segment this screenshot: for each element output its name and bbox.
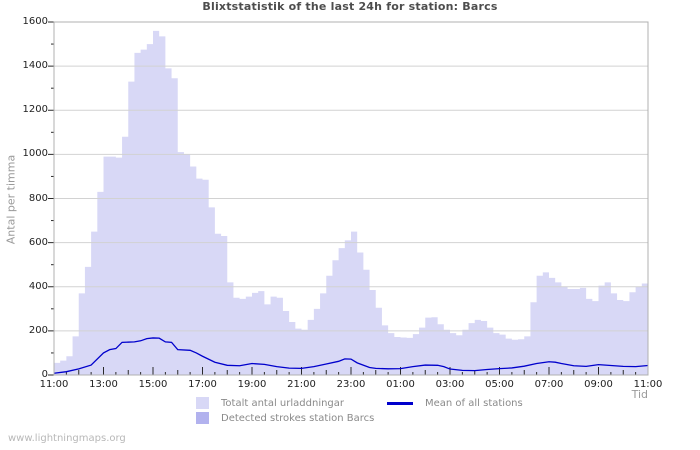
x-tick-label: 21:00 xyxy=(287,379,316,390)
station-strokes-swatch xyxy=(196,412,209,424)
x-tick-label: 09:00 xyxy=(584,379,613,390)
x-tick-label: 23:00 xyxy=(336,379,366,390)
x-tick-label: 13:00 xyxy=(89,379,118,390)
chart-legend: Totalt antal urladdningar Mean of all st… xyxy=(196,396,523,426)
x-tick-label: 05:00 xyxy=(485,379,514,390)
x-tick-label: 07:00 xyxy=(534,379,564,390)
x-tick-label: 11:00 xyxy=(39,379,69,390)
y-tick-label: 1600 xyxy=(22,16,48,27)
y-tick-label: 400 xyxy=(28,280,48,292)
x-tick-label: 03:00 xyxy=(435,379,465,390)
legend-row: Detected strokes station Barcs xyxy=(196,411,523,425)
legend-row: Totalt antal urladdningar Mean of all st… xyxy=(196,396,523,410)
chart-title: Blixtstatistik of the last 24h for stati… xyxy=(202,0,498,13)
y-tick-label: 800 xyxy=(28,192,48,204)
plot-border xyxy=(53,21,649,376)
x-tick-label: 19:00 xyxy=(237,379,267,390)
mean-line-swatch xyxy=(387,401,413,405)
x-tick-label: 15:00 xyxy=(138,379,168,390)
total-discharges-swatch xyxy=(196,397,209,409)
y-tick-label: 200 xyxy=(28,324,48,336)
y-tick-label: 1000 xyxy=(22,148,48,160)
legend-label-total: Totalt antal urladdningar xyxy=(221,397,345,409)
y-tick-label: 0 xyxy=(41,369,48,380)
mean-line xyxy=(53,337,649,374)
legend-label-mean: Mean of all stations xyxy=(425,397,523,409)
x-tick-label: 17:00 xyxy=(188,379,217,390)
x-axis-title: Tid xyxy=(631,388,648,401)
x-tick-label: 11:00 xyxy=(633,379,663,390)
y-tick-label: 1200 xyxy=(22,104,48,116)
x-tick-label: 01:00 xyxy=(386,379,415,390)
y-tick-label: 1400 xyxy=(22,60,48,72)
watermark-link[interactable]: www.lightningmaps.org xyxy=(8,433,126,444)
legend-label-station: Detected strokes station Barcs xyxy=(221,412,375,424)
area-series xyxy=(54,30,648,375)
y-tick-label: 600 xyxy=(28,236,48,248)
